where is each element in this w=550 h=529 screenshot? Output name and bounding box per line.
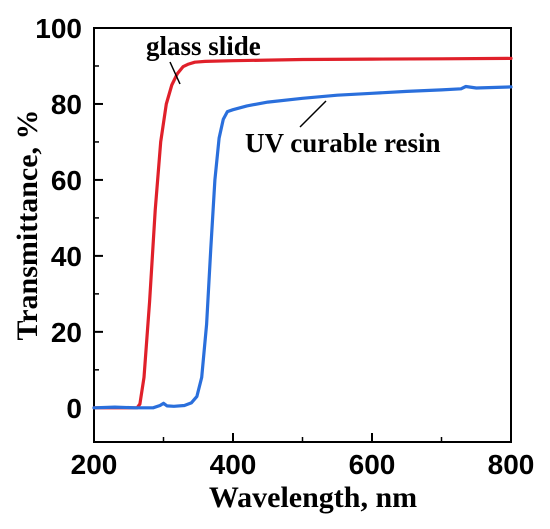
annotation-label: glass slide <box>146 31 261 61</box>
annotations: glass slide UV curable resin <box>146 31 441 158</box>
x-tick-label: 200 <box>71 449 118 480</box>
y-tick-label: 40 <box>51 241 82 272</box>
plot-area: 200 400 600 800 0 20 40 60 80 100 glass slide UV c… <box>35 13 534 480</box>
annotation-leader-line <box>299 100 327 128</box>
annotation-label: UV curable resin <box>245 128 441 158</box>
y-tick-label: 20 <box>51 317 82 348</box>
y-tick-label: 0 <box>66 393 82 424</box>
y-tick-label: 60 <box>51 165 82 196</box>
y-tick-label: 80 <box>51 89 82 120</box>
series-line-uv-curable-resin <box>92 84 513 410</box>
x-tick-label: 800 <box>488 449 535 480</box>
annotation-leader-line <box>169 61 181 85</box>
x-axis-title: Wavelength, nm <box>209 481 417 514</box>
x-tick-label: 600 <box>349 449 396 480</box>
axis-ticks <box>93 27 512 442</box>
y-axis-title: Transmittance, % <box>11 109 44 340</box>
x-tick-label: 400 <box>210 449 257 480</box>
series-layer <box>92 56 513 410</box>
y-tick-label: 100 <box>35 13 82 44</box>
series-line-glass-slide <box>92 56 513 410</box>
tick-labels: 200 400 600 800 0 20 40 60 80 100 <box>35 13 534 480</box>
